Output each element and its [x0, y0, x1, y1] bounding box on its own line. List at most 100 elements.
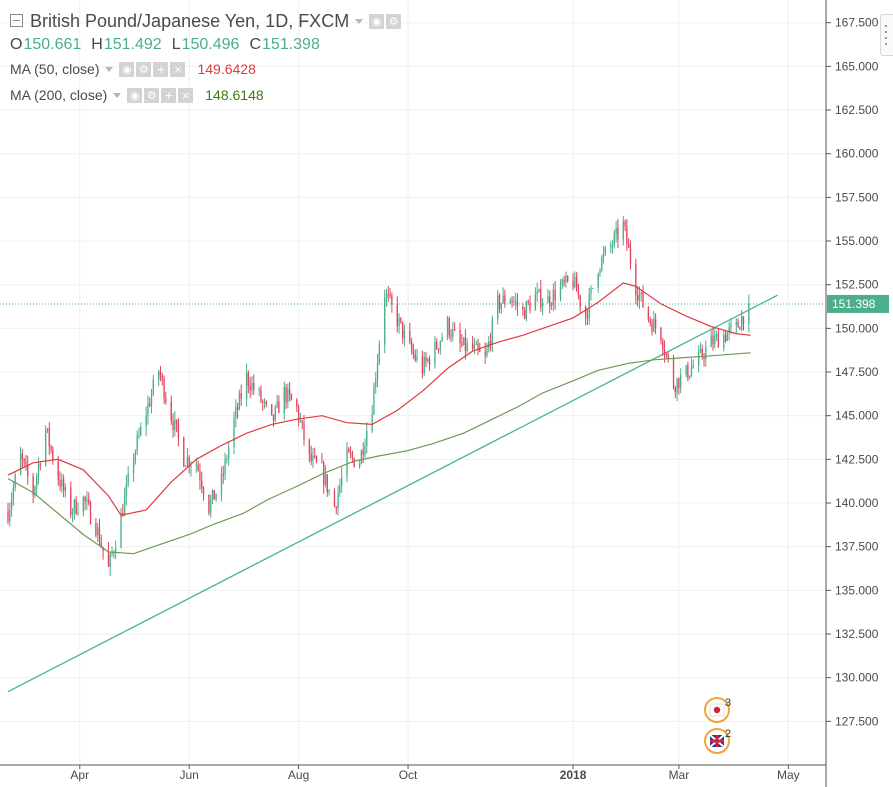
ma50-menu-chevron-icon[interactable] — [105, 66, 114, 72]
candle-body — [423, 357, 425, 374]
candle-body — [672, 358, 675, 388]
candle-body — [247, 372, 250, 386]
ma50-eye-icon[interactable]: ◉ — [119, 61, 135, 77]
candle-body — [145, 415, 147, 427]
candle-body — [640, 291, 642, 295]
economic-events[interactable]: 32 — [704, 697, 731, 754]
time-tick-label: May — [777, 768, 800, 782]
ma50-add-icon[interactable]: + — [153, 61, 169, 77]
candle-body — [127, 473, 129, 484]
candle-body — [186, 457, 189, 466]
candle-body — [660, 327, 662, 341]
candle-body — [538, 289, 540, 292]
candle-body — [86, 499, 88, 502]
candle-body — [389, 294, 391, 296]
ma200-eye-icon[interactable]: ◉ — [127, 87, 143, 103]
candle-body — [9, 509, 11, 522]
candle-body — [665, 354, 668, 356]
candle-body — [628, 243, 630, 248]
candle-body — [554, 289, 556, 301]
trendline-segment[interactable] — [7, 294, 778, 693]
candle-body — [208, 495, 210, 513]
candle-body — [477, 343, 479, 350]
candle-body — [687, 365, 689, 379]
candle-body — [199, 471, 201, 481]
candle-body — [21, 453, 24, 460]
eye-icon[interactable]: ◉ — [369, 13, 385, 29]
candle-body — [547, 296, 549, 304]
candle-body — [723, 335, 725, 348]
candle-body — [724, 335, 727, 341]
candle-body — [161, 376, 163, 379]
candle-body — [428, 358, 431, 365]
candle-body — [10, 499, 13, 510]
candle-body — [427, 358, 429, 362]
candle-body — [509, 300, 511, 304]
candle-body — [563, 279, 565, 283]
candle-body — [409, 330, 411, 343]
candle-body — [446, 318, 449, 338]
collapse-legend-icon[interactable] — [10, 13, 23, 27]
candle-body — [739, 327, 741, 330]
ma50-close-icon[interactable]: × — [170, 61, 186, 77]
candle-body — [678, 378, 680, 388]
candle-body — [726, 332, 729, 341]
candle-body — [550, 304, 553, 307]
chart-legend: British Pound/Japanese Yen, 1D, FXCM ◉ ⚙… — [10, 8, 403, 108]
candle-body — [626, 226, 628, 244]
candle-body — [36, 475, 38, 487]
candle-body — [138, 434, 140, 436]
candle-body — [536, 291, 538, 295]
candle-body — [82, 496, 85, 513]
candle-body — [39, 464, 41, 466]
time-tick-label: Aug — [288, 768, 309, 782]
candle-body — [183, 437, 185, 467]
price-tick-label: 140.000 — [835, 496, 879, 510]
price-tick-label: 142.500 — [835, 452, 879, 466]
candle-body — [448, 318, 450, 336]
candle-body — [705, 347, 707, 360]
candle-body — [224, 458, 226, 475]
candle-body — [346, 448, 348, 477]
candle-body — [387, 293, 389, 295]
candle-body — [378, 344, 381, 363]
ma200-menu-chevron-icon[interactable] — [113, 92, 122, 98]
candle-body — [464, 337, 467, 352]
candle-body — [34, 486, 36, 495]
ma200-add-icon[interactable]: + — [161, 87, 177, 103]
candle-body — [421, 356, 424, 374]
ma50-gear-icon[interactable]: ⚙ — [136, 61, 152, 77]
ma200-label: MA (200, close) — [10, 87, 108, 103]
candle-body — [459, 329, 461, 344]
side-toolbar-toggle[interactable] — [880, 14, 893, 56]
candle-body — [210, 500, 212, 513]
gear-icon[interactable]: ⚙ — [386, 13, 402, 29]
candle-body — [590, 287, 592, 295]
ma200-row: MA (200, close) ◉ ⚙ + × 148.6148 — [10, 82, 403, 108]
price-tick-label: 165.000 — [835, 59, 879, 73]
candle-body — [567, 275, 569, 282]
candle-body — [149, 403, 151, 406]
candle-body — [140, 426, 142, 435]
candle-body — [314, 455, 316, 457]
candle-body — [123, 495, 126, 516]
symbol-menu-chevron-icon[interactable] — [355, 18, 364, 24]
candle-body — [692, 365, 694, 368]
candle-body — [172, 420, 174, 430]
candle-body — [258, 389, 260, 391]
ohlc-open-value: 150.661 — [23, 36, 82, 53]
price-tick-label: 132.500 — [835, 627, 879, 641]
candle-body — [735, 321, 737, 325]
price-tick-label: 130.000 — [835, 671, 879, 685]
trendline[interactable] — [7, 294, 778, 693]
candle-body — [52, 449, 54, 461]
ma200-gear-icon[interactable]: ⚙ — [144, 87, 160, 103]
time-tick-label: Apr — [70, 768, 89, 782]
candle-body — [461, 343, 463, 345]
candle-body — [174, 419, 176, 430]
ma200-close-icon[interactable]: × — [178, 87, 194, 103]
candle-body — [335, 506, 337, 509]
last-price-line: 151.398 — [0, 294, 889, 313]
ohlc-open-key: O — [10, 36, 23, 53]
